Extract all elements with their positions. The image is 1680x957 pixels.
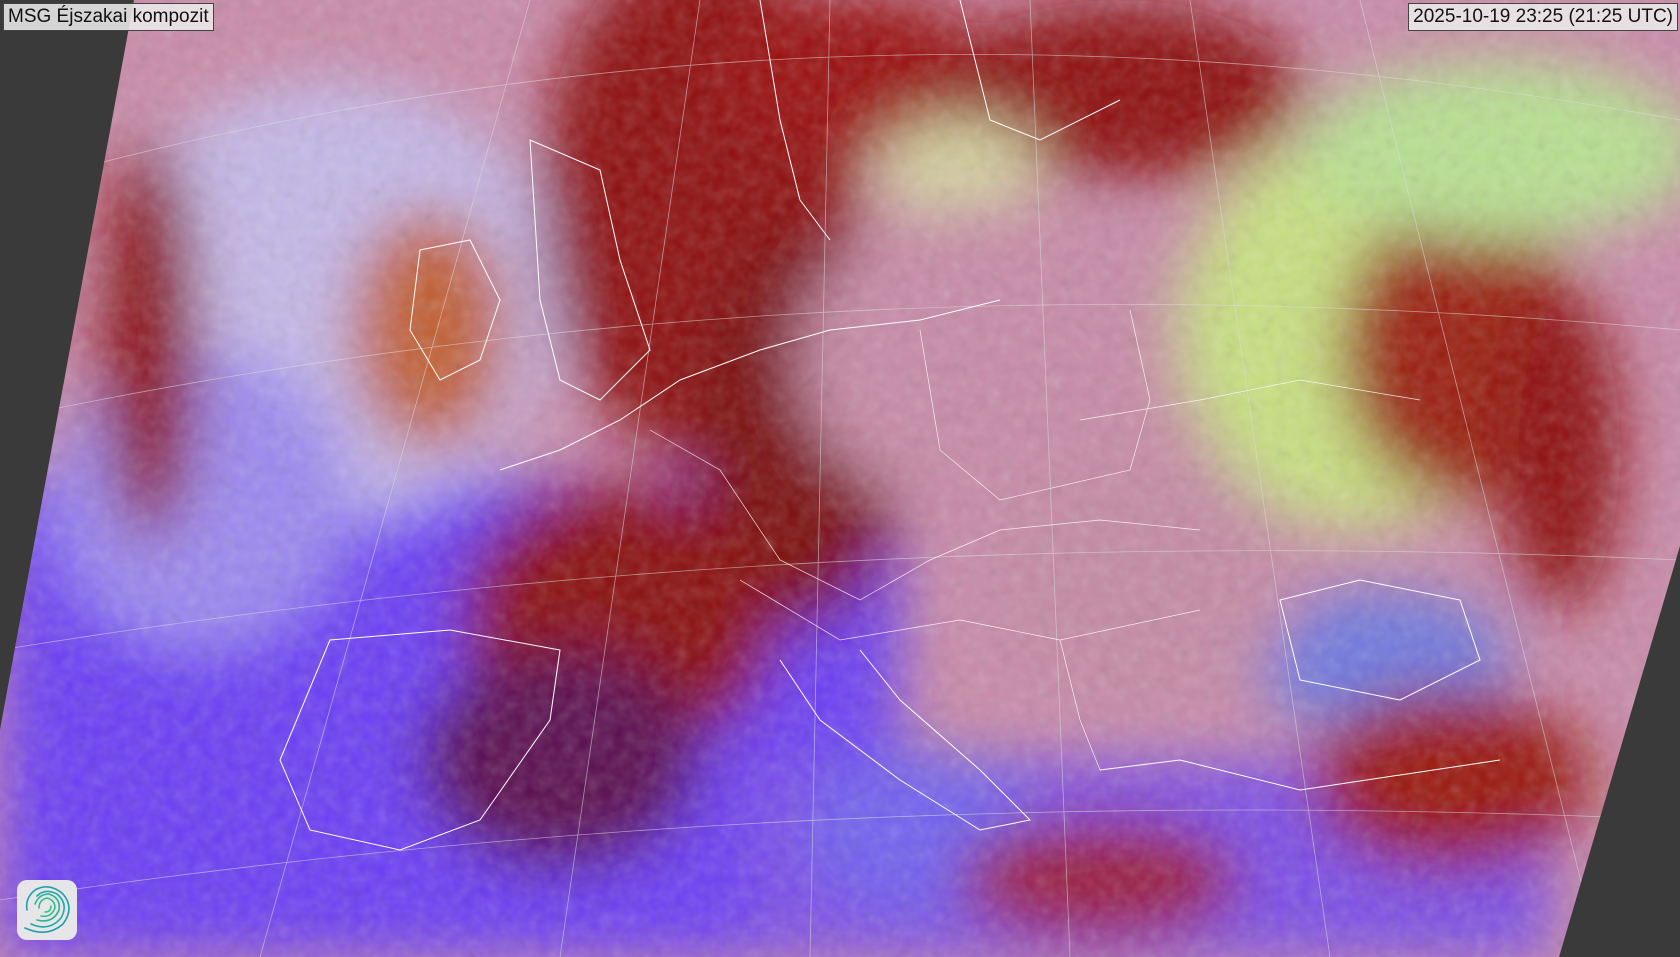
- product-title: MSG Éjszakai kompozit: [3, 3, 214, 31]
- country-borders: [649, 309, 1421, 771]
- coastlines: [279, 0, 1501, 851]
- swirl-logo-icon: [17, 880, 77, 940]
- timestamp-label: 2025-10-19 23:25 (21:25 UTC): [1408, 3, 1678, 31]
